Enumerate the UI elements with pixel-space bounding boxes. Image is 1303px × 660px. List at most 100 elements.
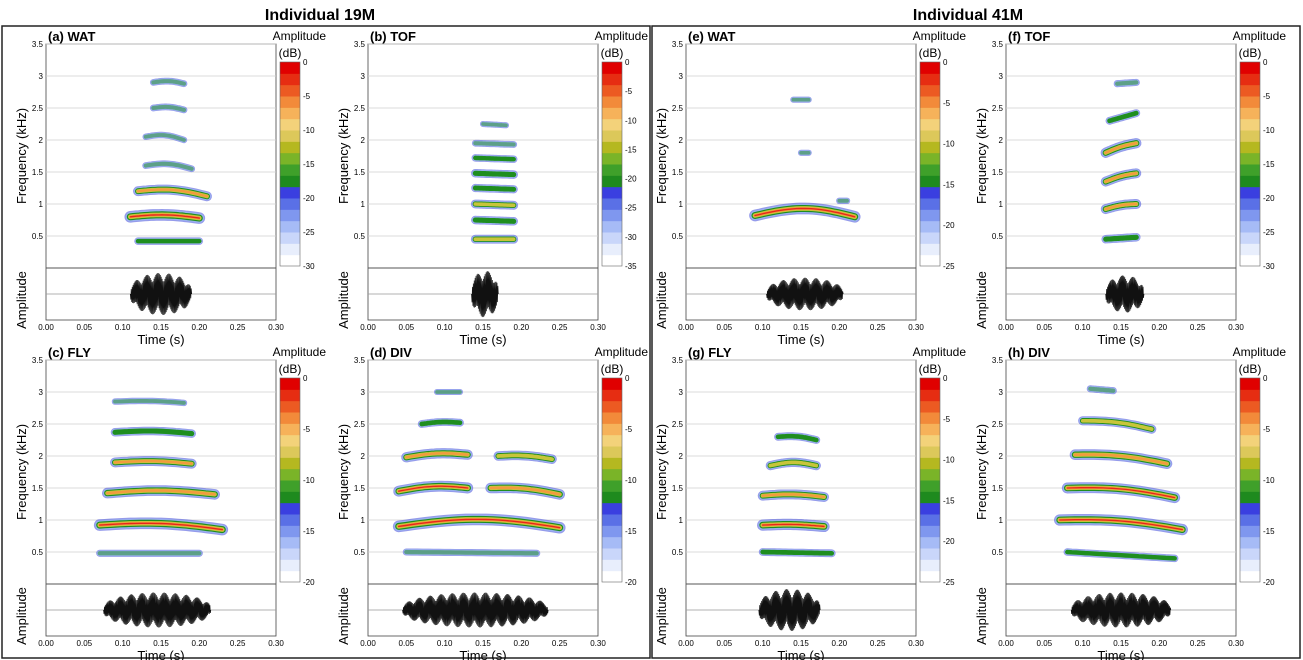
colorbar-segment [920,107,940,120]
x-tick-label: 0.30 [268,323,284,332]
colorbar-tick-label: -15 [1263,527,1275,536]
colorbar-tick-label: -10 [303,476,315,485]
colorbar-frame [279,61,301,267]
colorbar-segment [920,389,940,402]
colorbar-segment [920,254,940,267]
colorbar-segment [602,96,622,108]
colorbar-segment [602,434,622,447]
group-title-19m: Individual 19M [265,7,375,24]
colorbar-segment [920,502,940,515]
harmonic-band-3 [775,433,819,443]
colorbar-segment [1240,141,1260,154]
x-axis-label: Time (s) [1097,648,1144,660]
x-tick-label: 0.00 [678,323,694,332]
colorbar-segment [1240,243,1260,256]
colorbar-frame [279,377,301,583]
x-axis-label: Time (s) [459,332,506,347]
x-tick-label: 0.10 [437,639,453,648]
x-tick-label: 0.10 [755,639,771,648]
colorbar-tick-label: -15 [303,160,315,169]
colorbar-title: Amplitude [913,29,967,43]
colorbar-segment [920,164,940,176]
colorbar-segment [920,446,940,458]
x-tick-label: 0.05 [77,323,93,332]
x-tick-label: 0.20 [514,639,530,648]
colorbar-tick-label: -20 [625,175,637,184]
colorbar-unit: (dB) [919,362,942,376]
colorbar-tick-label: -25 [303,228,315,237]
y-tick-label: 3.5 [32,40,44,49]
plot-area [45,43,277,321]
colorbar-segment [920,62,940,74]
colorbar-tick-label: -20 [1263,194,1275,203]
harmonic-band-0 [1103,234,1139,242]
colorbar-segment [920,548,940,560]
panel-b: 0.5 1 1.5 2 2.5 3 3.5 0.00 0.05 0.10 0.15 0.20 0.25 0… [336,29,648,347]
y-tick-label: 0.5 [672,232,684,241]
colorbar-tick-label: -20 [303,194,315,203]
waveform-trace [402,592,549,628]
y-axis-label: Frequency (kHz) [336,424,351,520]
colorbar-segment [602,62,622,74]
colorbar-segment [1240,423,1260,436]
y-tick-label: 0.5 [992,548,1004,557]
colorbar-title: Amplitude [1233,29,1287,43]
y-tick-label: 1 [999,200,1004,209]
colorbar-segment [602,220,622,233]
colorbar-segment [920,243,940,256]
harmonic-band-2 [473,202,516,208]
colorbar-segment [920,514,940,526]
colorbar-segment [920,209,940,222]
colorbar-segment [280,84,300,97]
colorbar-segment [602,378,622,390]
colorbar-segment [280,175,300,188]
colorbar-segment [280,118,300,131]
colorbar-segment [280,548,300,560]
y-tick-label: 2.5 [672,104,684,113]
amplitude-axis-label: Amplitude [336,271,351,329]
waveform-trace [471,271,499,318]
colorbar-tick-label: 0 [303,58,308,67]
colorbar-segment [280,198,300,210]
colorbar-segment [1240,570,1260,583]
colorbar-segment [1240,130,1260,142]
colorbar-segment [280,152,300,165]
y-tick-label: 3.5 [992,40,1004,49]
colorbar-segment [920,175,940,188]
colorbar-segment [1240,62,1260,74]
colorbar-segment [920,84,940,97]
panel-label: (c) FLY [48,345,91,360]
harmonic-band-6 [473,141,516,147]
colorbar-tick-label: 0 [943,374,948,383]
colorbar-segment [1240,446,1260,458]
amplitude-axis-label: Amplitude [974,271,989,329]
x-tick-label: 0.10 [115,639,131,648]
x-tick-label: 0.25 [552,639,568,648]
group-frame-19m [1,25,651,659]
colorbar-segment [602,423,622,436]
colorbar-segment [1240,525,1260,538]
colorbar-tick-label: -5 [303,425,311,434]
colorbar-tick-label: -10 [625,116,637,125]
panel-e: 0.5 1 1.5 2 2.5 3 3.5 0.00 0.05 0.10 0.15 0.20 0.25 0… [654,29,966,347]
y-tick-label: 0.5 [354,548,366,557]
colorbar-segment [280,107,300,120]
colorbar-segment [920,457,940,470]
colorbar-title: Amplitude [913,345,967,359]
x-tick-label: 0.05 [399,323,415,332]
harmonic-band-4 [1107,110,1139,124]
y-tick-label: 3 [361,72,366,81]
y-tick-label: 1.5 [354,484,366,493]
x-tick-label: 0.10 [1075,323,1091,332]
colorbar-tick-label: -10 [303,126,315,135]
colorbar-tick-label: -30 [303,262,315,271]
colorbar-segment [280,468,300,481]
colorbar-tick-label: -15 [625,145,637,154]
harmonic-band-7 [404,549,539,556]
colorbar-segment [280,232,300,244]
colorbar-tick-label: -10 [1263,476,1275,485]
harmonic-band-6 [151,79,187,86]
colorbar-tick-label: -10 [943,456,955,465]
y-tick-label: 3.5 [672,40,684,49]
colorbar-tick-label: -15 [943,180,955,189]
